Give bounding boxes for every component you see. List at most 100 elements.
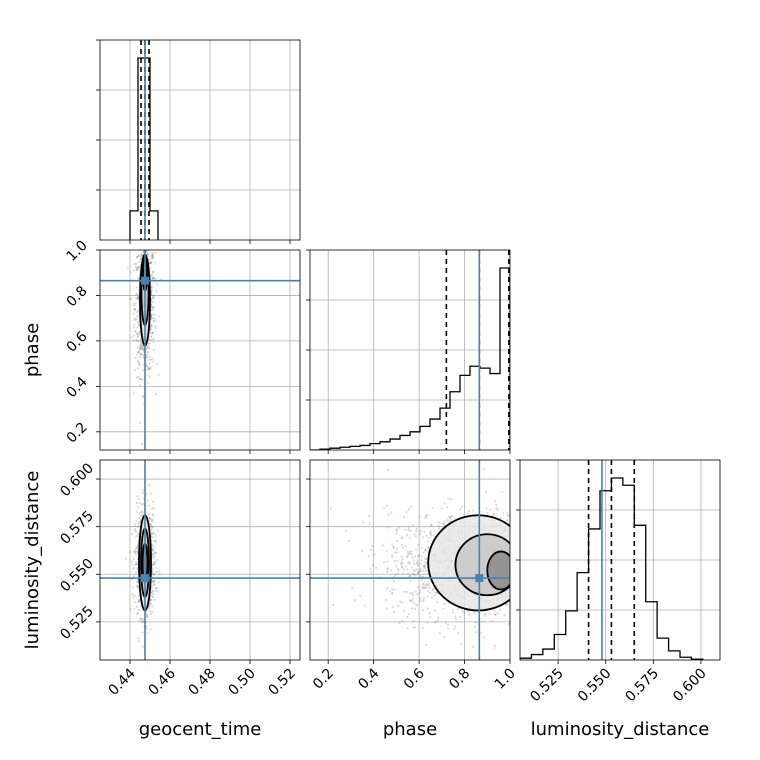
sample-point <box>494 613 497 616</box>
sample-point <box>459 615 462 618</box>
sample-point <box>137 297 140 300</box>
sample-point <box>422 551 425 554</box>
sample-point <box>442 522 445 525</box>
sample-point <box>135 535 138 538</box>
sample-point <box>138 362 141 366</box>
sample-point <box>484 490 488 494</box>
sample-point <box>141 502 145 506</box>
sample-point <box>137 639 140 643</box>
sample-point <box>148 517 152 520</box>
sample-point <box>140 345 144 349</box>
sample-point <box>139 353 143 356</box>
sample-point <box>507 622 510 626</box>
sample-point <box>152 271 155 274</box>
histogram-panel-geocent-time <box>99 39 301 241</box>
sample-point <box>395 565 398 568</box>
grid <box>100 460 300 660</box>
sample-point <box>505 511 508 514</box>
sample-point <box>151 285 154 289</box>
sample-point <box>141 254 144 257</box>
sample-point <box>140 503 143 506</box>
sample-point <box>157 315 160 318</box>
sample-point <box>136 351 139 354</box>
sample-point <box>149 602 152 605</box>
sample-point <box>492 514 495 517</box>
sample-point <box>136 495 139 498</box>
sample-point <box>141 489 145 492</box>
sample-point <box>145 345 149 349</box>
sample-point <box>138 384 141 387</box>
sample-point <box>416 570 420 573</box>
sample-point <box>391 556 394 559</box>
sample-point <box>420 559 423 562</box>
sample-point <box>146 344 149 347</box>
sample-point <box>149 599 152 602</box>
sample-point <box>140 511 144 514</box>
sample-point <box>461 610 464 613</box>
sample-point <box>431 507 434 510</box>
sample-point <box>454 625 457 628</box>
sample-point <box>137 525 140 529</box>
sample-point <box>140 352 143 355</box>
sample-point <box>148 368 151 371</box>
sample-point <box>151 305 155 309</box>
panel-frame <box>309 459 511 661</box>
sample-point <box>132 392 135 395</box>
sample-point <box>440 507 443 510</box>
sample-point <box>411 566 414 569</box>
sample-point <box>416 559 419 562</box>
sample-point <box>447 623 450 626</box>
sample-point <box>412 569 415 572</box>
sample-point <box>150 524 154 528</box>
sample-point <box>421 575 424 578</box>
sample-point <box>406 568 409 571</box>
sample-point <box>140 254 144 257</box>
sample-point <box>140 620 144 623</box>
sample-point <box>480 631 483 634</box>
sample-point <box>150 324 153 327</box>
sample-point <box>135 547 139 550</box>
sample-point <box>133 522 136 525</box>
sample-point <box>148 362 151 365</box>
sample-point <box>450 515 454 518</box>
grid <box>310 250 510 450</box>
sample-point <box>435 591 438 594</box>
sample-point <box>149 524 152 527</box>
sample-point <box>408 536 411 540</box>
sample-point <box>429 531 432 534</box>
sample-point <box>413 533 416 536</box>
histogram-geocent_time <box>129 57 159 240</box>
sample-point <box>353 599 357 602</box>
sample-point <box>148 342 151 345</box>
sample-point <box>488 612 491 615</box>
sample-point <box>363 604 366 607</box>
sample-point <box>136 550 139 553</box>
sample-point <box>126 266 129 269</box>
sample-point <box>150 528 153 531</box>
sample-point <box>422 598 425 602</box>
sample-point <box>424 566 427 569</box>
sample-point <box>139 258 142 261</box>
sample-point <box>150 585 153 588</box>
sample-point <box>411 556 414 559</box>
sample-point <box>151 254 154 257</box>
sample-point <box>136 353 139 356</box>
sample-point <box>433 535 436 538</box>
sample-point <box>146 368 149 371</box>
sample-point <box>148 367 152 370</box>
sample-point <box>422 583 425 586</box>
sample-point <box>395 529 399 532</box>
sample-point <box>404 528 407 531</box>
sample-point <box>493 646 496 650</box>
sample-point <box>137 254 141 257</box>
sample-point <box>151 331 154 334</box>
sample-point <box>146 365 149 368</box>
sample-point <box>135 262 138 265</box>
sample-point <box>467 510 471 513</box>
sample-point <box>408 562 412 565</box>
sample-point <box>129 271 132 274</box>
sample-point <box>135 376 138 379</box>
sample-point <box>421 587 424 590</box>
sample-point <box>401 558 404 561</box>
sample-point <box>391 605 394 608</box>
